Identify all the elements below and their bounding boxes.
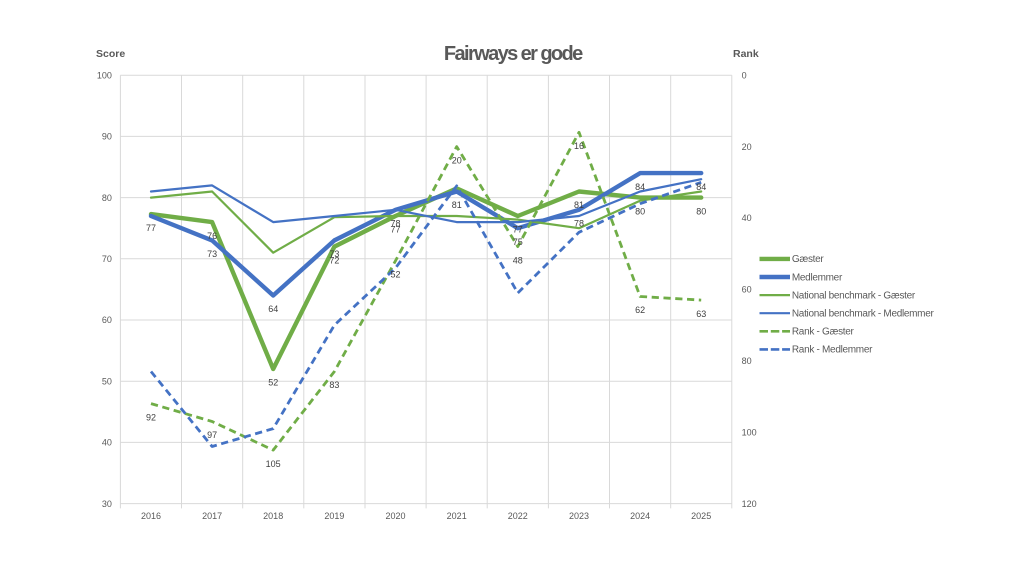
svg-text:52: 52 (390, 270, 400, 280)
svg-text:83: 83 (329, 380, 339, 390)
svg-text:80: 80 (696, 206, 706, 216)
svg-text:2025: 2025 (691, 511, 711, 521)
svg-text:76: 76 (207, 231, 217, 241)
svg-text:2022: 2022 (508, 511, 528, 521)
svg-text:2021: 2021 (447, 511, 467, 521)
svg-text:40: 40 (102, 438, 112, 448)
svg-text:90: 90 (102, 132, 112, 142)
svg-text:2023: 2023 (569, 511, 589, 521)
svg-text:75: 75 (513, 237, 523, 247)
svg-text:80: 80 (742, 356, 752, 366)
svg-text:2018: 2018 (263, 511, 283, 521)
svg-text:81: 81 (452, 200, 462, 210)
svg-text:77: 77 (513, 225, 523, 235)
svg-text:78: 78 (574, 219, 584, 229)
svg-text:60: 60 (102, 315, 112, 325)
svg-text:72: 72 (329, 255, 339, 265)
svg-text:National benchmark - Gæster: National benchmark - Gæster (792, 290, 916, 301)
svg-text:92: 92 (146, 412, 156, 422)
svg-text:81: 81 (574, 200, 584, 210)
svg-text:105: 105 (266, 459, 281, 469)
svg-text:Score: Score (96, 48, 125, 60)
svg-text:73: 73 (329, 249, 339, 259)
svg-text:2016: 2016 (141, 511, 161, 521)
svg-text:50: 50 (102, 376, 112, 386)
svg-text:84: 84 (696, 182, 706, 192)
svg-text:Rank: Rank (733, 48, 759, 60)
svg-text:70: 70 (102, 254, 112, 264)
svg-text:2019: 2019 (324, 511, 344, 521)
svg-text:64: 64 (268, 304, 278, 314)
svg-text:62: 62 (635, 305, 645, 315)
svg-text:100: 100 (97, 70, 112, 80)
svg-text:0: 0 (742, 70, 747, 80)
svg-text:2020: 2020 (385, 511, 405, 521)
svg-text:30: 30 (102, 499, 112, 509)
svg-text:Rank - Medlemmer: Rank - Medlemmer (792, 345, 873, 356)
svg-text:80: 80 (102, 193, 112, 203)
svg-text:120: 120 (742, 499, 757, 509)
svg-text:Rank - Gæster: Rank - Gæster (792, 327, 855, 338)
svg-text:National benchmark - Medlemmer: National benchmark - Medlemmer (792, 309, 935, 320)
svg-text:20: 20 (742, 142, 752, 152)
svg-text:40: 40 (742, 213, 752, 223)
svg-text:100: 100 (742, 427, 757, 437)
svg-text:52: 52 (268, 378, 278, 388)
svg-text:73: 73 (207, 249, 217, 259)
svg-text:2017: 2017 (202, 511, 222, 521)
svg-text:77: 77 (390, 225, 400, 235)
svg-text:Medlemmer: Medlemmer (792, 272, 843, 283)
svg-text:60: 60 (742, 285, 752, 295)
svg-text:48: 48 (513, 255, 523, 265)
svg-text:77: 77 (146, 223, 156, 233)
svg-text:97: 97 (207, 430, 217, 440)
svg-text:84: 84 (635, 182, 645, 192)
svg-text:Gæster: Gæster (792, 254, 825, 265)
svg-text:80: 80 (635, 206, 645, 216)
svg-text:Fairways er gode: Fairways er gode (444, 43, 583, 65)
svg-text:78: 78 (390, 219, 400, 229)
svg-text:63: 63 (696, 309, 706, 319)
svg-text:2024: 2024 (630, 511, 650, 521)
svg-text:16: 16 (574, 141, 584, 151)
svg-text:20: 20 (452, 155, 462, 165)
